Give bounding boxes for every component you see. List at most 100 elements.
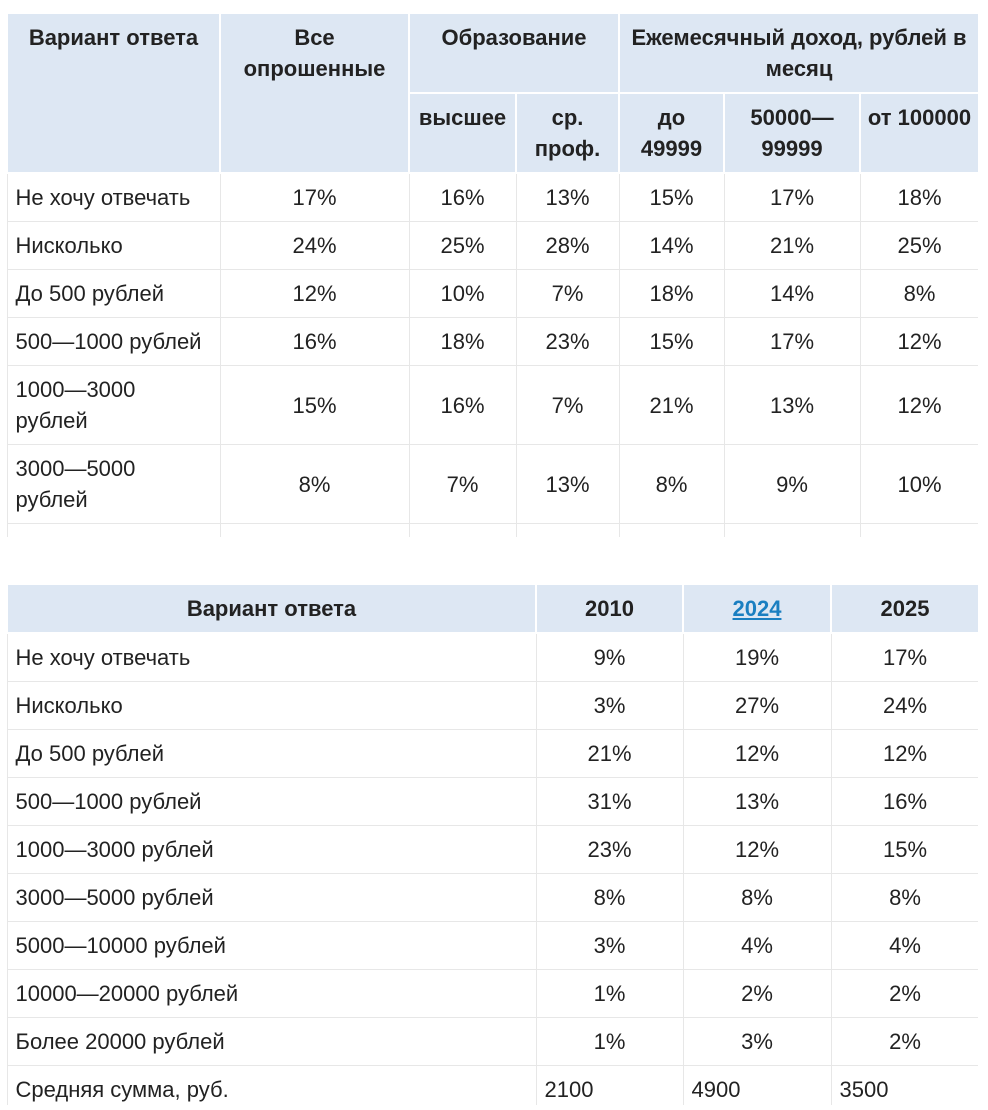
row-label: Средняя сумма, руб. xyxy=(6,1065,537,1105)
cell xyxy=(219,523,410,537)
summary-row: Средняя сумма, руб. 2100 4900 3500 xyxy=(6,1065,978,1105)
cell: 24% xyxy=(830,681,978,730)
table-1: Вариант ответа Все опрошенные Образовани… xyxy=(6,12,978,537)
row: Не хочу отвечать 9% 19% 17% xyxy=(6,632,978,682)
cell: 8% xyxy=(535,873,684,922)
cell: 2% xyxy=(682,969,832,1018)
cell: 8% xyxy=(682,873,832,922)
cell: 24% xyxy=(219,221,410,270)
cell: 18% xyxy=(618,269,725,318)
row-label: 3000—5000 рублей xyxy=(6,873,537,922)
cell: 21% xyxy=(535,729,684,778)
cell: 18% xyxy=(859,172,978,222)
cell: 2% xyxy=(830,969,978,1018)
row-label: 500—1000 рублей xyxy=(6,317,221,366)
header-cell: 50000—99999 xyxy=(723,92,861,174)
row-label: 5000—10000 xyxy=(6,523,221,537)
row-label: Нисколько xyxy=(6,681,537,730)
cell: 10% xyxy=(408,269,517,318)
cell: 31% xyxy=(535,777,684,826)
cell: 8% xyxy=(830,873,978,922)
header-cell: Ежемесячный доход, рублей в месяц xyxy=(617,12,978,94)
row: До 500 рублей 21% 12% 12% xyxy=(6,729,978,778)
cell: 15% xyxy=(618,317,725,366)
header-cell: Все опрошенные xyxy=(219,12,410,174)
cell: 9% xyxy=(723,444,861,524)
row-label: 500—1000 рублей xyxy=(6,777,537,826)
cell: 13% xyxy=(515,444,620,524)
cell: 25% xyxy=(408,221,517,270)
row-label: 5000—10000 рублей xyxy=(6,921,537,970)
header-cell: Вариант ответа xyxy=(6,12,221,174)
cell: 14% xyxy=(723,269,861,318)
table-2-container: Вариант ответа 2010 2024 2025 Не хочу от… xyxy=(6,583,978,1105)
cell xyxy=(723,523,861,537)
cell: 9% xyxy=(535,632,684,682)
row: Нисколько 3% 27% 24% xyxy=(6,681,978,730)
cell: 16% xyxy=(830,777,978,826)
table-2: Вариант ответа 2010 2024 2025 Не хочу от… xyxy=(6,583,978,1105)
cell: 17% xyxy=(830,632,978,682)
row: 1000—3000 рублей 15% 16% 7% 21% 13% 12% xyxy=(6,365,978,445)
cell: 15% xyxy=(219,365,410,445)
cell: 12% xyxy=(859,365,978,445)
row: 5000—10000 рублей 3% 4% 4% xyxy=(6,921,978,970)
cell xyxy=(515,523,620,537)
cell: 14% xyxy=(618,221,725,270)
cell: 23% xyxy=(515,317,620,366)
cell: 3% xyxy=(535,681,684,730)
row-label: 10000—20000 рублей xyxy=(6,969,537,1018)
cell: 23% xyxy=(535,825,684,874)
cell: 3500 xyxy=(830,1065,978,1105)
cell: 16% xyxy=(408,172,517,222)
header-cell: Образование xyxy=(408,12,620,94)
cell: 12% xyxy=(219,269,410,318)
cell: 19% xyxy=(682,632,832,682)
cell: 17% xyxy=(219,172,410,222)
row-label: Нисколько xyxy=(6,221,221,270)
cell: 12% xyxy=(682,729,832,778)
cell: 18% xyxy=(408,317,517,366)
cell: 7% xyxy=(408,444,517,524)
row: Более 20000 рублей 1% 3% 2% xyxy=(6,1017,978,1066)
cell: 16% xyxy=(408,365,517,445)
header-cell: ср. проф. xyxy=(515,92,620,174)
header-cell: 2010 xyxy=(535,583,684,634)
cell: 8% xyxy=(219,444,410,524)
row-label: До 500 рублей xyxy=(6,729,537,778)
year-link[interactable]: 2024 xyxy=(732,596,782,621)
header-cell: Вариант ответа xyxy=(6,583,537,634)
header-cell: от 100000 xyxy=(858,92,978,174)
cell: 1% xyxy=(535,969,684,1018)
cell xyxy=(618,523,725,537)
cell: 2100 xyxy=(535,1065,684,1105)
cell: 3% xyxy=(535,921,684,970)
cell: 17% xyxy=(723,317,861,366)
cell: 17% xyxy=(723,172,861,222)
table-1-container: Вариант ответа Все опрошенные Образовани… xyxy=(6,12,978,537)
cell: 12% xyxy=(830,729,978,778)
cell: 3% xyxy=(682,1017,832,1066)
cell: 1% xyxy=(535,1017,684,1066)
row: Не хочу отвечать 17% 16% 13% 15% 17% 18% xyxy=(6,172,978,222)
row-label: 1000—3000 рублей xyxy=(6,825,537,874)
row: 5000—10000 xyxy=(6,523,978,537)
cell: 8% xyxy=(859,269,978,318)
cell: 7% xyxy=(515,269,620,318)
cell: 8% xyxy=(618,444,725,524)
cell: 21% xyxy=(723,221,861,270)
row-label: Более 20000 рублей xyxy=(6,1017,537,1066)
header-cell: до 49999 xyxy=(618,92,725,174)
cell: 4% xyxy=(682,921,832,970)
cell: 4% xyxy=(830,921,978,970)
row: 1000—3000 рублей 23% 12% 15% xyxy=(6,825,978,874)
cell: 13% xyxy=(515,172,620,222)
header-cell: высшее xyxy=(408,92,517,174)
row: 10000—20000 рублей 1% 2% 2% xyxy=(6,969,978,1018)
cell: 15% xyxy=(830,825,978,874)
row-label: Не хочу отвечать xyxy=(6,172,221,222)
cell xyxy=(859,523,978,537)
cell: 4900 xyxy=(682,1065,832,1105)
row-label: До 500 рублей xyxy=(6,269,221,318)
